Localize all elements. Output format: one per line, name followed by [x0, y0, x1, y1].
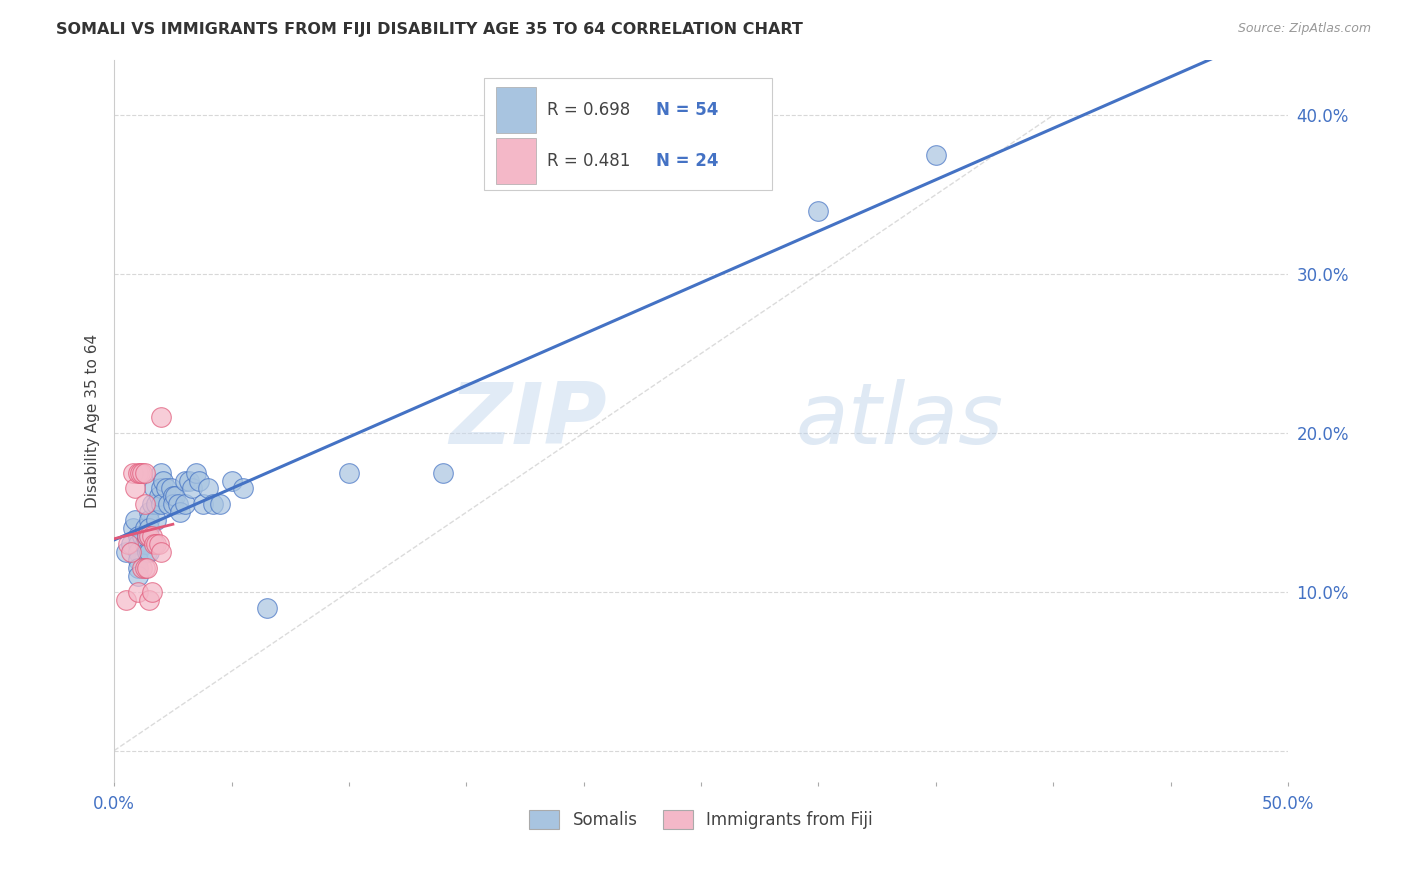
Point — [197, 482, 219, 496]
Point — [155, 482, 177, 496]
Point — [127, 529, 149, 543]
Point — [141, 529, 163, 543]
Point — [208, 497, 231, 511]
Legend: Somalis, Immigrants from Fiji: Somalis, Immigrants from Fiji — [523, 803, 879, 836]
FancyBboxPatch shape — [496, 87, 536, 133]
FancyBboxPatch shape — [484, 78, 772, 190]
Point — [127, 584, 149, 599]
Point — [256, 600, 278, 615]
Point — [138, 545, 160, 559]
Point — [150, 466, 173, 480]
Point — [432, 466, 454, 480]
Point — [150, 497, 173, 511]
Point — [138, 529, 160, 543]
Point — [115, 592, 138, 607]
Point — [127, 561, 149, 575]
Point — [148, 490, 170, 504]
Point — [337, 466, 360, 480]
Point — [122, 466, 145, 480]
Point — [127, 553, 149, 567]
Text: N = 54: N = 54 — [657, 101, 718, 120]
Point — [179, 474, 201, 488]
Point — [138, 521, 160, 535]
Point — [127, 537, 149, 551]
Point — [131, 561, 153, 575]
Point — [136, 529, 159, 543]
Point — [186, 466, 208, 480]
Point — [925, 148, 948, 162]
Point — [134, 466, 156, 480]
Y-axis label: Disability Age 35 to 64: Disability Age 35 to 64 — [86, 334, 100, 508]
Point — [134, 497, 156, 511]
Point — [138, 513, 160, 527]
Point — [157, 497, 180, 511]
Point — [143, 482, 166, 496]
Point — [129, 466, 152, 480]
Text: Source: ZipAtlas.com: Source: ZipAtlas.com — [1237, 22, 1371, 36]
Point — [150, 409, 173, 424]
Point — [150, 545, 173, 559]
Point — [134, 537, 156, 551]
Point — [152, 474, 174, 488]
Text: SOMALI VS IMMIGRANTS FROM FIJI DISABILITY AGE 35 TO 64 CORRELATION CHART: SOMALI VS IMMIGRANTS FROM FIJI DISABILIT… — [56, 22, 803, 37]
Point — [131, 466, 153, 480]
Point — [115, 545, 138, 559]
Point — [127, 466, 149, 480]
Point — [136, 529, 159, 543]
Point — [150, 482, 173, 496]
Text: R = 0.698: R = 0.698 — [547, 101, 630, 120]
Point — [162, 497, 184, 511]
Point — [807, 203, 830, 218]
Point — [117, 537, 139, 551]
Point — [173, 474, 195, 488]
Text: ZIP: ZIP — [450, 379, 607, 462]
Point — [143, 537, 166, 551]
Point — [122, 521, 145, 535]
Point — [148, 537, 170, 551]
Point — [120, 545, 142, 559]
Point — [141, 584, 163, 599]
Point — [221, 474, 243, 488]
Point — [138, 529, 160, 543]
Point — [166, 497, 188, 511]
Point — [124, 482, 146, 496]
Point — [165, 490, 187, 504]
Text: R = 0.481: R = 0.481 — [547, 152, 631, 169]
Point — [120, 537, 142, 551]
Point — [141, 497, 163, 511]
Text: N = 24: N = 24 — [657, 152, 718, 169]
Point — [124, 513, 146, 527]
Point — [162, 490, 184, 504]
Point — [145, 513, 167, 527]
Point — [127, 569, 149, 583]
Point — [136, 545, 159, 559]
Point — [145, 537, 167, 551]
Point — [138, 505, 160, 519]
Point — [201, 497, 224, 511]
Point — [180, 482, 202, 496]
Point — [131, 529, 153, 543]
Point — [134, 561, 156, 575]
Point — [169, 505, 191, 519]
Point — [136, 561, 159, 575]
Point — [127, 545, 149, 559]
Point — [138, 592, 160, 607]
Point — [232, 482, 254, 496]
Text: atlas: atlas — [794, 379, 1002, 462]
Point — [145, 497, 167, 511]
Point — [193, 497, 215, 511]
FancyBboxPatch shape — [496, 137, 536, 184]
Point — [159, 482, 181, 496]
Point — [187, 474, 209, 488]
Point — [134, 521, 156, 535]
Point — [173, 497, 195, 511]
